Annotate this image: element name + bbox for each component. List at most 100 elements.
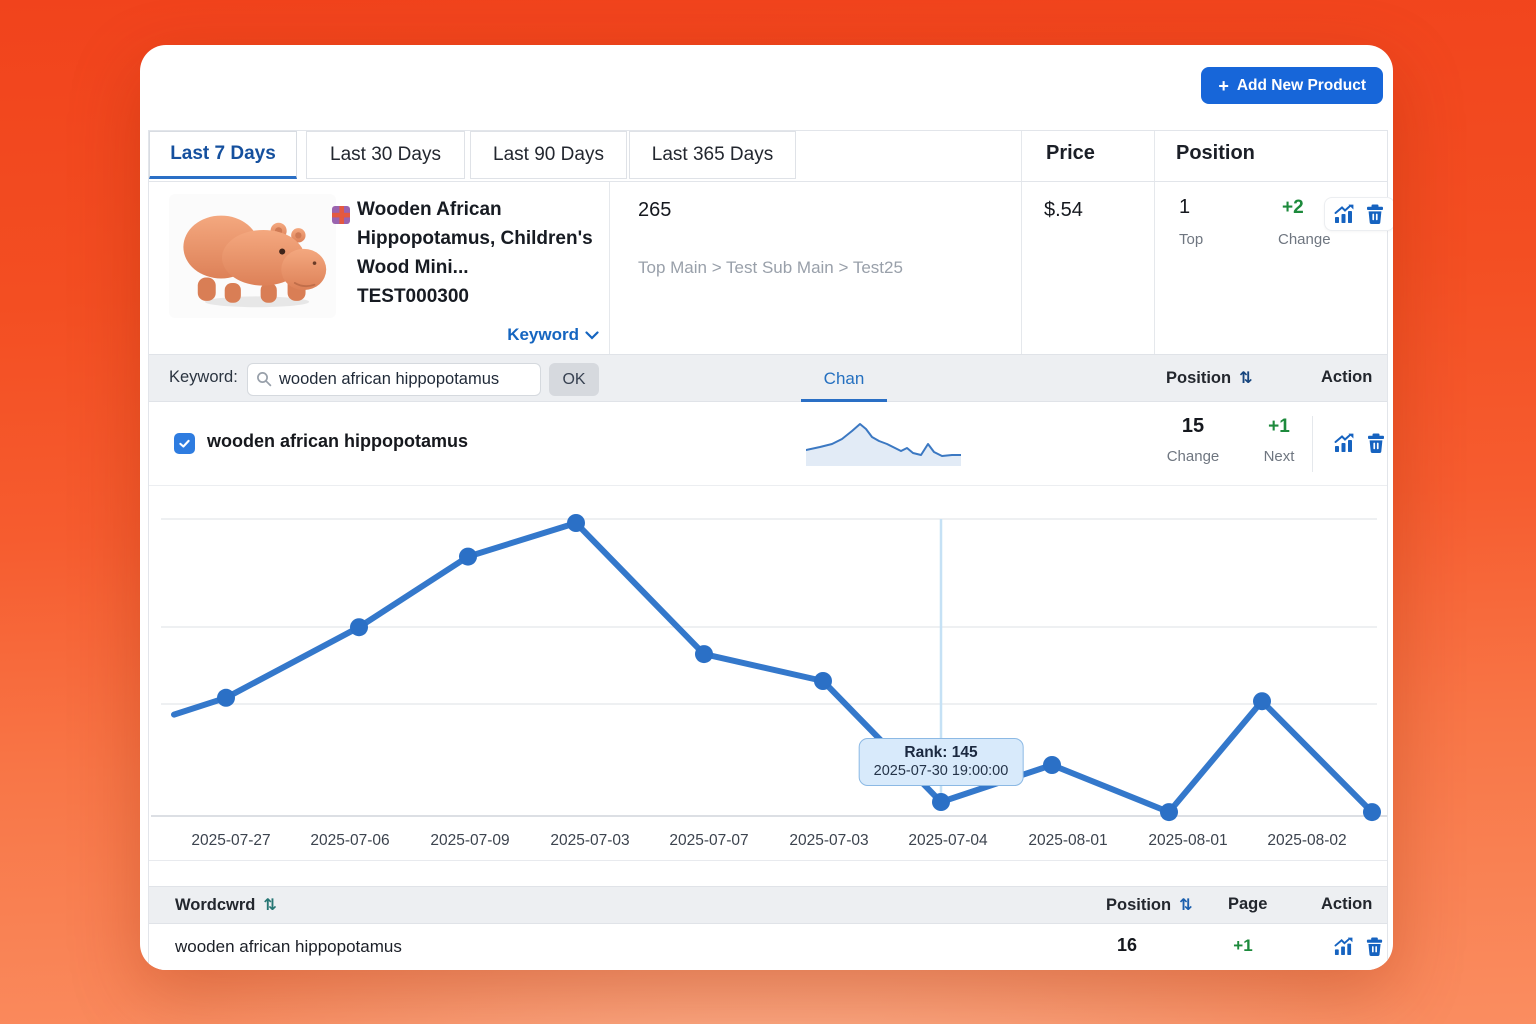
- rank-line: [171, 520, 1375, 816]
- keyword-label: wooden african hippopotamus: [207, 431, 469, 451]
- tab-chart-underline: [801, 399, 887, 402]
- rank-history-chart-section: 2025-07-27 2025-07-06 2025-07-09 2025-07-03…: [149, 486, 1387, 861]
- x-axis-label: 2025-07-07: [669, 832, 748, 849]
- table-header-row: Last 7 Days Last 30 Days Last 90 Days La…: [149, 131, 1387, 182]
- keyword-position-label: Change: [1166, 448, 1220, 465]
- keyword-actions: [1334, 433, 1386, 453]
- keyword-sparkline: [806, 423, 961, 466]
- bottom-keyword: wooden african hippopotamus: [175, 937, 402, 956]
- product-table: Last 7 Days Last 30 Days Last 90 Days La…: [148, 130, 1393, 970]
- tab-label: Last 30 Days: [330, 144, 441, 165]
- column-divider: [1021, 131, 1022, 354]
- analytics-chart-icon[interactable]: [1334, 937, 1353, 956]
- bottom-table-header: Wordcwrd ⇅ Position ⇅ Page Action: [149, 886, 1387, 924]
- column-divider: [1154, 131, 1155, 354]
- position-change-label: Change: [1278, 231, 1331, 248]
- bottom-row-actions: [1334, 937, 1384, 956]
- keyword-position-sort-header[interactable]: Position ⇅: [1166, 368, 1253, 388]
- product-row: Wooden African Hippopotamus, Children's …: [149, 182, 1393, 354]
- data-point[interactable]: [1043, 756, 1061, 774]
- chevron-down-icon: [585, 330, 599, 340]
- chart-tooltip: Rank: 145 2025-07-30 19:00:00: [858, 738, 1024, 786]
- product-sku: TEST000300: [357, 286, 469, 307]
- keyword-position-value: 15: [1181, 415, 1205, 437]
- bottom-keyword-sort-header[interactable]: Wordcwrd ⇅: [175, 895, 277, 915]
- position-header-label: Position: [1166, 368, 1232, 387]
- bottom-keyword-header-label: Wordcwrd: [175, 895, 256, 914]
- bottom-position-header-label: Position: [1106, 895, 1172, 914]
- data-point[interactable]: [1363, 803, 1381, 822]
- delete-trash-icon[interactable]: [1365, 937, 1384, 956]
- position-label: Top: [1179, 231, 1204, 248]
- sparkline-line: [806, 423, 961, 457]
- x-axis-label: 2025-07-03: [550, 832, 629, 849]
- bottom-page-header: Page: [1228, 895, 1268, 913]
- sort-icon: ⇅: [1239, 370, 1253, 387]
- price-value: $.54: [1044, 199, 1083, 221]
- delete-trash-icon[interactable]: [1366, 433, 1386, 453]
- x-axis-label: 2025-07-03: [789, 832, 868, 849]
- x-axis-label: 2025-08-01: [1148, 832, 1227, 849]
- data-point[interactable]: [932, 793, 950, 811]
- keyword-next-label: Next: [1263, 448, 1295, 465]
- data-point[interactable]: [814, 672, 832, 690]
- rank-history-chart[interactable]: 2025-07-27 2025-07-06 2025-07-09 2025-07-03…: [149, 486, 1389, 861]
- data-point[interactable]: [1160, 803, 1178, 822]
- keyword-checkbox[interactable]: [174, 433, 195, 454]
- bottom-position-value: 16: [1116, 935, 1138, 955]
- data-point[interactable]: [567, 514, 585, 532]
- x-axis-label: 2025-07-06: [310, 832, 389, 849]
- data-point[interactable]: [459, 547, 477, 566]
- bottom-page-change: +1: [1233, 936, 1253, 955]
- sparkline-area: [806, 424, 961, 466]
- tab-last-30-days[interactable]: Last 30 Days: [306, 131, 465, 179]
- keyword-toggle[interactable]: Keyword: [507, 325, 599, 345]
- bottom-action-header: Action: [1321, 895, 1373, 913]
- plus-icon: +: [1218, 75, 1229, 96]
- section-gap: [149, 861, 1387, 886]
- delete-trash-icon[interactable]: [1365, 204, 1385, 224]
- data-point[interactable]: [1253, 692, 1271, 711]
- product-cell: Wooden African Hippopotamus, Children's …: [149, 182, 609, 354]
- analytics-chart-icon[interactable]: [1334, 204, 1354, 224]
- data-point[interactable]: [350, 618, 368, 637]
- app-card: + Add New Product Last 7 Days Last 30 Da…: [140, 45, 1393, 970]
- keyword-row: wooden african hippopotamus 15 Change +1…: [149, 402, 1387, 486]
- column-divider: [609, 182, 610, 354]
- product-flag-icon: [332, 206, 350, 224]
- price-column-header: Price: [1046, 142, 1095, 164]
- keyword-filter-bar: Keyword: OK Chan Position ⇅ Action: [149, 354, 1387, 402]
- bottom-position-sort-header[interactable]: Position ⇅: [1106, 895, 1193, 915]
- product-detail-cell: 265 Top Main > Test Sub Main > Test25: [609, 182, 1021, 354]
- tooltip-rank: Rank: 145: [904, 744, 978, 761]
- keyword-action-header: Action: [1321, 368, 1373, 386]
- actions-divider: [1312, 416, 1313, 472]
- analytics-chart-icon[interactable]: [1334, 433, 1354, 453]
- bottom-table-row: wooden african hippopotamus 16 +1: [149, 924, 1387, 970]
- tab-last-365-days[interactable]: Last 365 Days: [629, 131, 796, 179]
- check-icon: [179, 439, 190, 448]
- wooden-hippo-image: [182, 215, 326, 308]
- position-change: +2: [1282, 197, 1304, 218]
- keyword-filter-label: Keyword:: [169, 368, 238, 386]
- product-title-block: Wooden African Hippopotamus, Children's …: [357, 195, 599, 311]
- sort-icon: ⇅: [1179, 897, 1193, 914]
- tab-last-7-days[interactable]: Last 7 Days: [149, 131, 297, 179]
- ok-button[interactable]: OK: [549, 363, 599, 396]
- search-icon: [257, 372, 272, 387]
- data-point[interactable]: [695, 645, 713, 664]
- keyword-search-input[interactable]: [247, 363, 541, 396]
- tooltip-datetime: 2025-07-30 19:00:00: [873, 763, 1009, 779]
- x-axis-label: 2025-07-09: [430, 832, 509, 849]
- price-cell: $.54: [1021, 182, 1154, 354]
- keyword-next-value: +1: [1268, 416, 1290, 437]
- rank-total: 265: [638, 199, 672, 221]
- tab-last-90-days[interactable]: Last 90 Days: [470, 131, 627, 179]
- position-cell: 1 Top +2 Change: [1154, 182, 1393, 354]
- add-new-product-button[interactable]: + Add New Product: [1201, 67, 1383, 104]
- tab-label: Last 90 Days: [493, 144, 604, 165]
- tab-chart[interactable]: Chan: [823, 369, 865, 388]
- keyword-toggle-label: Keyword: [507, 325, 579, 344]
- keyword-search-wrap: [247, 363, 541, 396]
- data-point[interactable]: [217, 688, 235, 707]
